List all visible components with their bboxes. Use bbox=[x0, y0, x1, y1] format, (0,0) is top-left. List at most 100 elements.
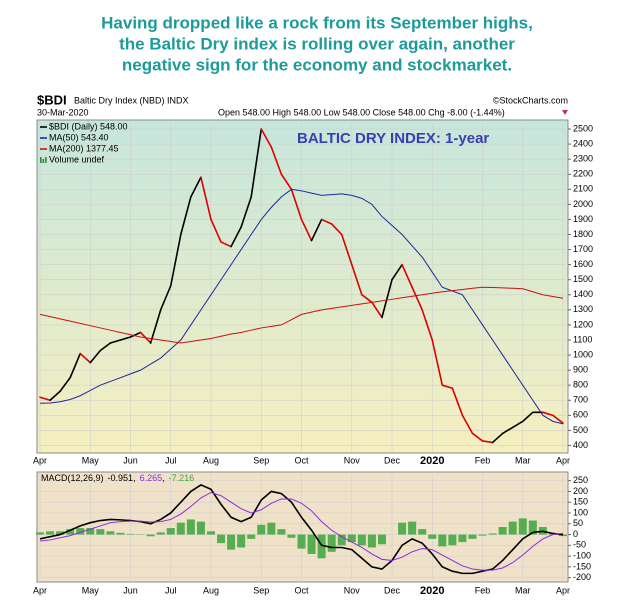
price-segment bbox=[501, 426, 514, 435]
x-tick-label: Apr bbox=[556, 585, 570, 595]
histogram-bar bbox=[377, 534, 386, 545]
histogram-bar bbox=[126, 533, 135, 535]
y-tick-label: 1400 bbox=[573, 289, 593, 299]
price-segment bbox=[521, 411, 534, 423]
histogram-bar bbox=[267, 522, 276, 535]
x-tick-label: Jul bbox=[165, 585, 177, 595]
legend-sep: , bbox=[162, 473, 165, 483]
price-segment bbox=[49, 390, 61, 402]
histogram-bar bbox=[367, 534, 376, 548]
price-segment bbox=[552, 414, 564, 424]
x-tick-label: Oct bbox=[294, 585, 309, 595]
y-tick-label: -150 bbox=[573, 561, 591, 571]
price-segment bbox=[310, 218, 323, 242]
price-segment bbox=[99, 342, 112, 352]
source: ©StockCharts.com bbox=[493, 95, 568, 105]
histogram-bar bbox=[438, 534, 447, 547]
histogram-bar bbox=[357, 534, 366, 546]
y-tick-label: 2000 bbox=[573, 199, 593, 209]
price-segment bbox=[511, 420, 524, 429]
y-tick-label: 200 bbox=[573, 486, 588, 496]
x-tick-label: 2020 bbox=[420, 455, 444, 467]
legend-label: Volume undef bbox=[49, 154, 105, 164]
price-segment bbox=[401, 263, 413, 289]
histogram-bar bbox=[418, 529, 427, 535]
price-segment bbox=[260, 128, 273, 148]
price-segment bbox=[411, 286, 423, 311]
y-tick-label: -200 bbox=[573, 572, 591, 582]
x-tick-label: Dec bbox=[384, 585, 401, 595]
y-tick-label: -50 bbox=[573, 540, 586, 550]
price-segment bbox=[250, 128, 263, 198]
price-segment bbox=[240, 196, 253, 228]
x-tick-label: Apr bbox=[556, 455, 570, 465]
price-segment bbox=[149, 309, 162, 344]
y-tick-label: 50 bbox=[573, 518, 583, 528]
price-segment bbox=[119, 336, 132, 341]
y-tick-label: 1300 bbox=[573, 304, 593, 314]
legend-label: MA(200) 1377.45 bbox=[49, 143, 119, 153]
histogram-bar bbox=[508, 521, 517, 535]
price-segment bbox=[371, 301, 383, 319]
y-tick-label: 0 bbox=[573, 529, 578, 539]
legend-label: MACD(12,26,9) bbox=[41, 473, 104, 483]
x-tick-label: Mar bbox=[515, 585, 531, 595]
y-tick-label: -100 bbox=[573, 550, 591, 560]
price-segment bbox=[280, 173, 293, 191]
histogram-bar bbox=[116, 532, 125, 535]
y-tick-label: 1800 bbox=[573, 229, 593, 239]
histogram-bar bbox=[257, 524, 266, 535]
price-segment bbox=[391, 263, 403, 281]
y-tick-label: 800 bbox=[573, 380, 588, 390]
x-tick-label: May bbox=[82, 585, 100, 595]
histogram-bar bbox=[287, 534, 296, 538]
down-arrow bbox=[562, 110, 568, 115]
histogram-bar bbox=[176, 522, 185, 535]
histogram-bar bbox=[106, 531, 115, 535]
price-segment bbox=[340, 233, 353, 266]
x-tick-label: Jun bbox=[123, 455, 138, 465]
y-tick-label: 2300 bbox=[573, 154, 593, 164]
price-segment bbox=[481, 440, 494, 444]
y-tick-label: 2100 bbox=[573, 184, 593, 194]
headline: Having dropped like a rock from its Sept… bbox=[101, 13, 533, 32]
histogram-bar bbox=[66, 529, 75, 535]
y-tick-label: 2200 bbox=[573, 169, 593, 179]
histogram-bar bbox=[146, 534, 155, 537]
histogram-bar bbox=[528, 520, 537, 535]
y-tick-label: 1000 bbox=[573, 349, 593, 359]
price-segment bbox=[39, 396, 51, 402]
x-tick-label: Mar bbox=[515, 455, 531, 465]
x-tick-label: Nov bbox=[344, 455, 361, 465]
x-tick-label: Sep bbox=[253, 455, 269, 465]
price-segment bbox=[210, 218, 222, 243]
legend-value: -0.951 bbox=[108, 473, 134, 483]
price-segment bbox=[381, 278, 393, 319]
price-segment bbox=[441, 384, 454, 390]
histogram-bar bbox=[166, 528, 175, 535]
histogram-bar bbox=[398, 522, 407, 535]
y-tick-label: 1600 bbox=[573, 259, 593, 269]
x-tick-label: Aug bbox=[203, 585, 219, 595]
legend-value: 6.265 bbox=[140, 473, 163, 483]
line bbox=[39, 188, 564, 425]
price-segment bbox=[471, 432, 484, 442]
price-segment bbox=[421, 309, 434, 341]
histogram-bar bbox=[196, 521, 205, 535]
price-segment bbox=[190, 176, 202, 198]
histogram-bar bbox=[86, 528, 95, 535]
histogram-bar bbox=[56, 531, 65, 535]
line bbox=[39, 491, 564, 571]
x-tick-label: May bbox=[82, 455, 100, 465]
histogram-bar bbox=[206, 531, 215, 535]
histogram-bar bbox=[297, 534, 306, 549]
line bbox=[39, 286, 564, 344]
histogram-bar bbox=[317, 534, 326, 559]
histogram-bar bbox=[448, 534, 457, 546]
price-segment bbox=[350, 263, 363, 296]
y-tick-label: 250 bbox=[573, 475, 588, 485]
y-tick-label: 700 bbox=[573, 395, 588, 405]
y-tick-label: 2500 bbox=[573, 123, 593, 133]
histogram-bar bbox=[408, 521, 417, 535]
headline: the Baltic Dry index is rolling over aga… bbox=[119, 34, 515, 53]
